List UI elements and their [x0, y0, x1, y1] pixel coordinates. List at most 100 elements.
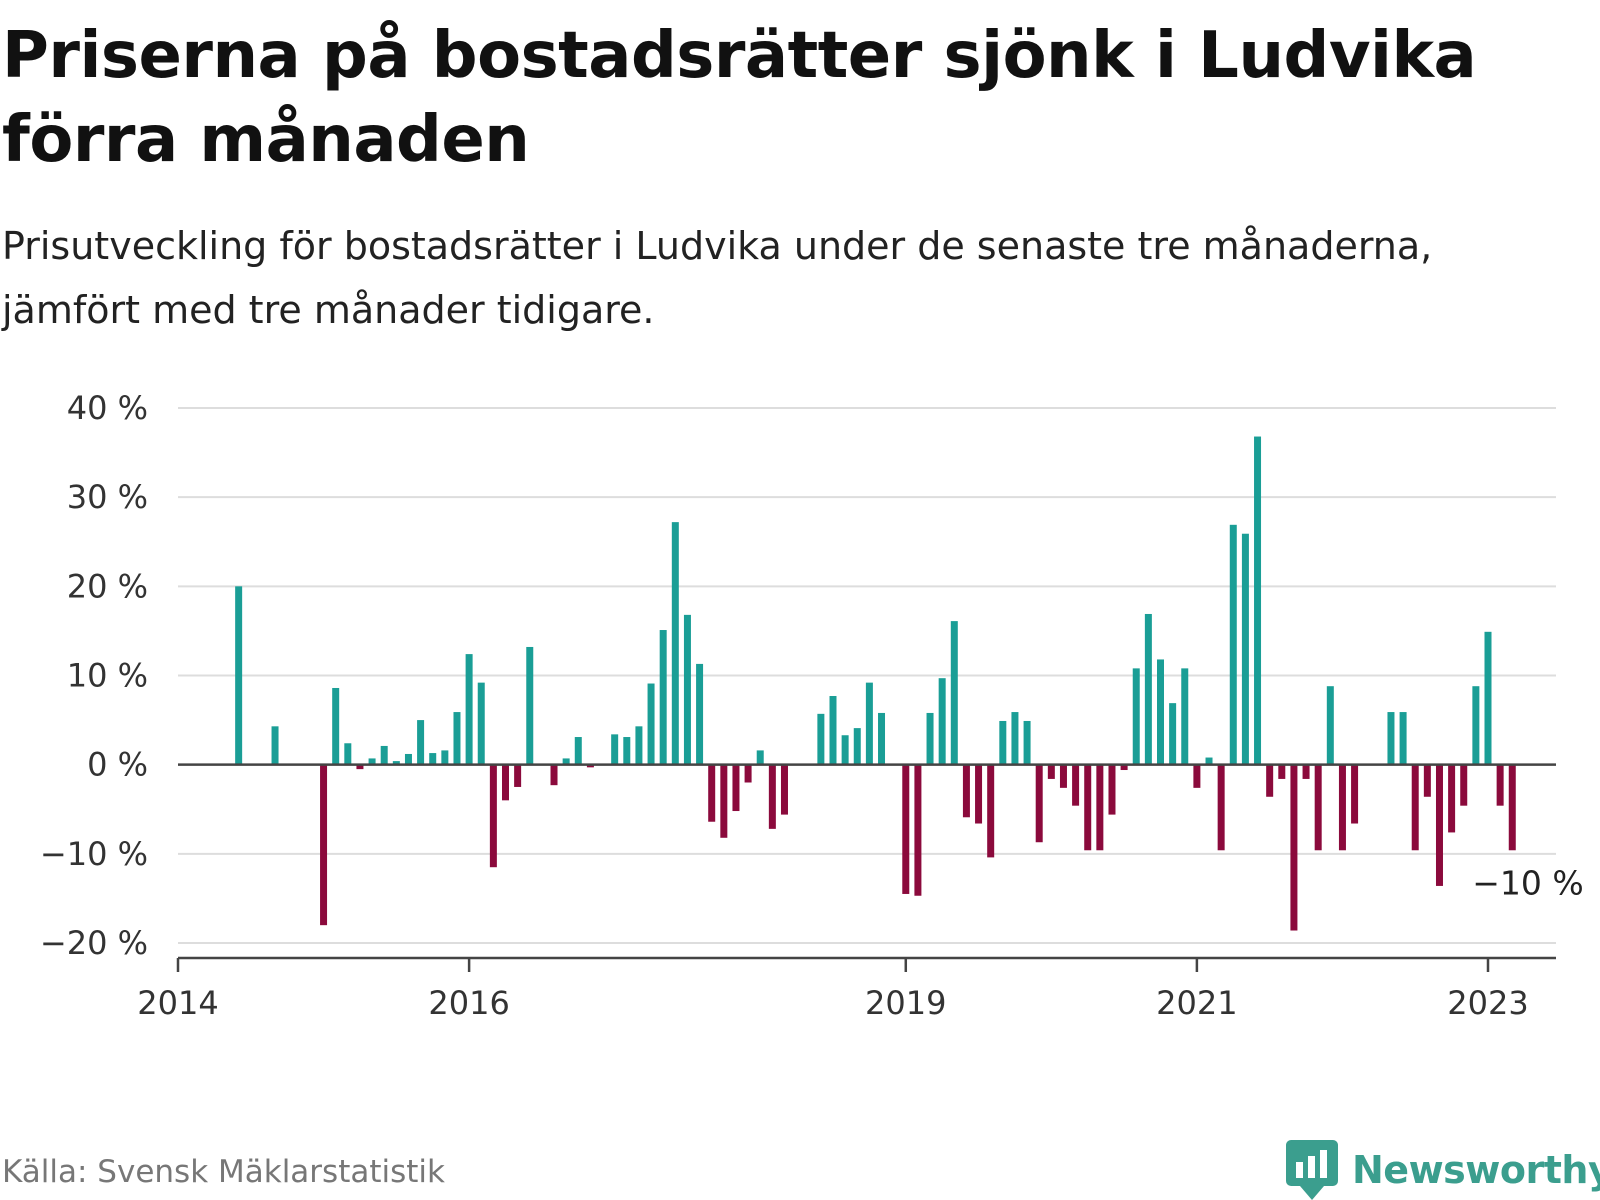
bar [1144, 613, 1152, 765]
bar [489, 764, 497, 868]
x-tick-label: 2019 [865, 984, 946, 1020]
bar [1435, 764, 1443, 886]
bar [1266, 764, 1274, 797]
bar [1108, 764, 1116, 815]
bar [1314, 764, 1322, 851]
bar [950, 621, 958, 765]
bar [1254, 436, 1262, 765]
bar [1290, 764, 1298, 931]
bar [477, 682, 485, 765]
bar [344, 743, 352, 765]
bar [1157, 659, 1164, 765]
bar [659, 630, 667, 765]
bar [1035, 764, 1043, 843]
bar [1484, 631, 1492, 765]
bar [332, 687, 340, 765]
bar [1278, 764, 1286, 779]
bar [453, 712, 461, 765]
bar [1059, 764, 1067, 788]
bar [696, 663, 704, 765]
bar [1120, 764, 1128, 771]
bar [623, 737, 631, 765]
bar [1496, 764, 1504, 806]
grid-lines [178, 407, 1556, 944]
bar [841, 735, 849, 765]
bar [502, 764, 509, 801]
bar [829, 696, 837, 765]
bar [1241, 533, 1249, 765]
x-tick-label: 2016 [428, 984, 509, 1020]
chart-subtitle: Prisutveckling för bostadsrätter i Ludvi… [2, 224, 1433, 332]
bar [404, 753, 412, 765]
bar [914, 764, 922, 896]
bar [1047, 764, 1055, 779]
bar [865, 682, 873, 765]
bar [768, 764, 776, 829]
y-tick-label: −20 % [40, 924, 148, 962]
bar [1011, 712, 1019, 765]
bar [611, 734, 619, 765]
bar [987, 764, 995, 858]
bar [550, 764, 558, 786]
bar [975, 764, 983, 824]
bar [1229, 524, 1237, 765]
bar [938, 678, 946, 765]
bar [1084, 764, 1092, 851]
bar [1132, 668, 1140, 765]
y-tick-label: 10 % [67, 657, 148, 695]
bar [562, 758, 570, 765]
bar [271, 726, 279, 765]
bar [1472, 686, 1480, 765]
bar [756, 750, 764, 765]
bar [1302, 764, 1310, 779]
bar [1448, 764, 1456, 833]
newsworthy-logo-icon [1286, 1140, 1338, 1200]
bar [356, 764, 364, 770]
bar [514, 764, 522, 787]
bar [683, 614, 691, 765]
source-note: Källa: Svensk Mäklarstatistik [2, 1154, 445, 1190]
bar [465, 654, 473, 765]
bar [441, 750, 449, 765]
bar [1169, 703, 1177, 765]
x-tick-label: 2023 [1447, 984, 1528, 1020]
x-axis: 2014 2016 2019 2021 2023 [137, 956, 1556, 1020]
x-tick-label: 2021 [1156, 984, 1237, 1020]
y-tick-label: 0 % [87, 746, 148, 784]
bar [999, 720, 1007, 765]
y-tick-label: −10 % [40, 835, 148, 873]
bar [1387, 712, 1395, 765]
bar [586, 764, 594, 768]
bar [1217, 764, 1225, 851]
bar [817, 713, 825, 765]
bar [708, 764, 716, 822]
bar [429, 753, 437, 765]
bar [1205, 757, 1213, 765]
bar [1181, 668, 1189, 765]
bar [1193, 764, 1201, 788]
bar [368, 758, 376, 765]
bar [732, 764, 740, 812]
bar [878, 712, 886, 765]
bars [235, 436, 1516, 931]
bar [320, 764, 328, 926]
x-tick-label: 2014 [137, 984, 218, 1020]
newsworthy-logo-text: Newsworthy [1352, 1148, 1600, 1192]
y-axis-labels: 40 % 30 % 20 % 10 % 0 % −10 % −20 % [40, 389, 148, 962]
bar-chart: 40 %30 %20 %10 %0 %−10 %−20 % 2014 2016 20… [40, 389, 1584, 1020]
bar [902, 764, 910, 894]
bar [526, 646, 534, 765]
y-tick-label: 40 % [67, 389, 148, 427]
bar [635, 726, 643, 765]
y-tick-label: 30 % [67, 478, 148, 516]
bar [1460, 764, 1468, 806]
y-tick-label: 20 % [67, 567, 148, 605]
bar [1351, 764, 1359, 824]
bar [962, 764, 970, 818]
bar [1423, 764, 1431, 797]
bar [1508, 764, 1516, 851]
bar [1096, 764, 1104, 851]
bar [380, 745, 388, 765]
bar [780, 764, 788, 815]
bar [1072, 764, 1080, 806]
